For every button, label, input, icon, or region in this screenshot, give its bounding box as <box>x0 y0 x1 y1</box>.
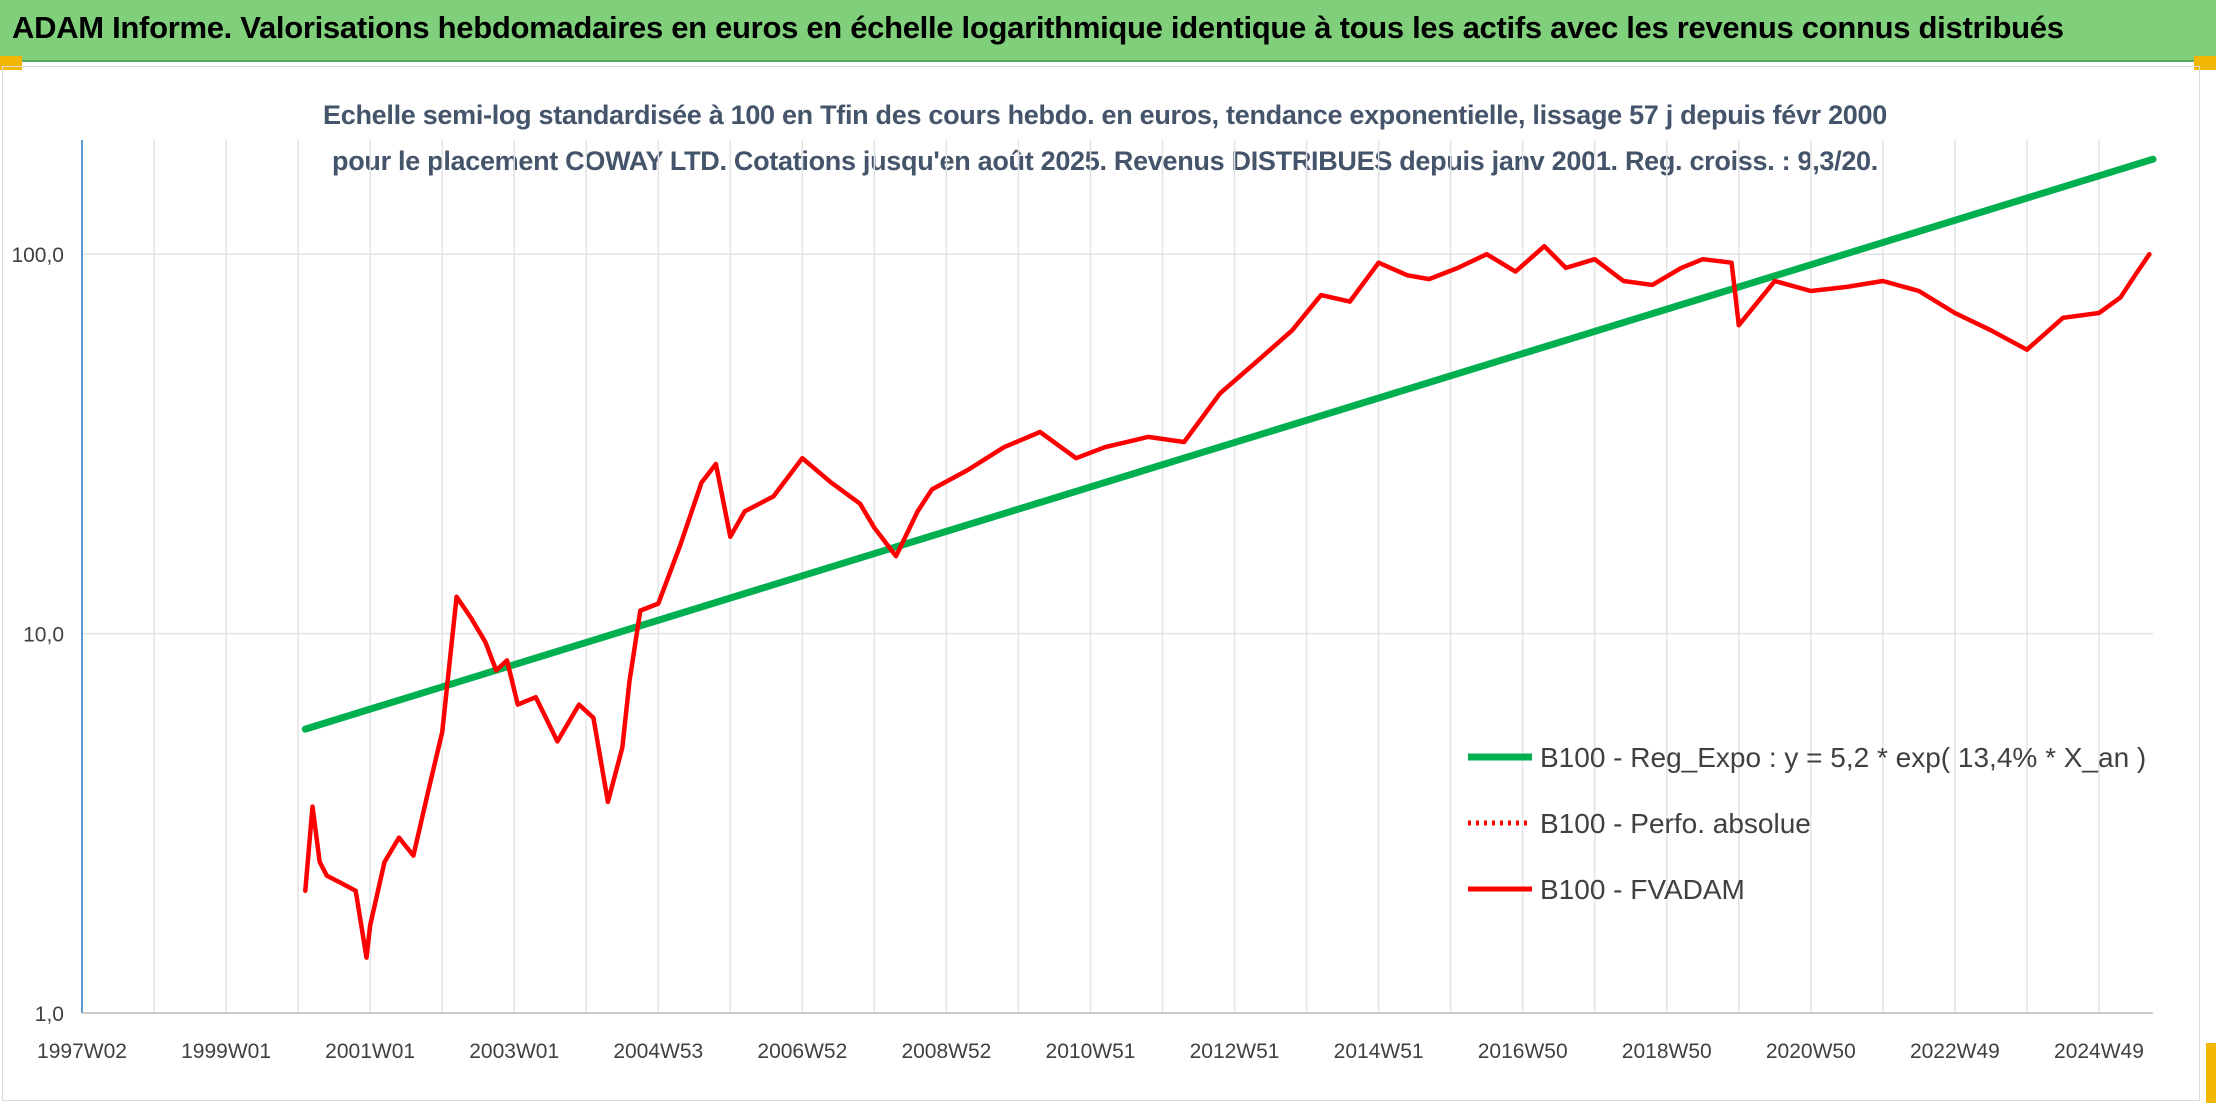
legend: B100 - Reg_Expo : y = 5,2 * exp( 13,4% *… <box>1468 742 2146 905</box>
grid <box>82 140 2153 1014</box>
y-tick-label: 10,0 <box>23 624 64 647</box>
x-tick-label: 2024W49 <box>2054 1040 2144 1063</box>
x-tick-label: 1999W01 <box>181 1040 271 1063</box>
series-line-0 <box>301 155 2157 733</box>
x-tick-label: 2001W01 <box>325 1040 415 1063</box>
x-tick-label: 2018W50 <box>1622 1040 1712 1063</box>
corner-marker-bottom-right <box>2206 1043 2216 1103</box>
legend-label: B100 - FVADAM <box>1540 874 1745 905</box>
x-tick-label: 2008W52 <box>901 1040 991 1063</box>
chart-title: Echelle semi-log standardisée à 100 en T… <box>323 100 1887 176</box>
x-tick-label: 1997W02 <box>37 1040 127 1063</box>
title-banner: ADAM Informe. Valorisations hebdomadaire… <box>0 0 2216 62</box>
axes <box>81 140 2153 1014</box>
legend-label: B100 - Perfo. absolue <box>1540 808 1811 839</box>
x-tick-label: 2006W52 <box>757 1040 847 1063</box>
y-tick-label: 100,0 <box>11 244 64 267</box>
banner-title: ADAM Informe. Valorisations hebdomadaire… <box>12 10 2064 45</box>
x-tick-label: 2020W50 <box>1766 1040 1856 1063</box>
x-tick-label: 2022W49 <box>1910 1040 2000 1063</box>
series-layer <box>301 155 2157 960</box>
x-tick-label: 2004W53 <box>613 1040 703 1063</box>
x-tick-label: 2012W51 <box>1190 1040 1280 1063</box>
x-tick-label: 2016W50 <box>1478 1040 1568 1063</box>
series-line-2 <box>303 243 2152 960</box>
x-axis-ticks: 1997W02 1999W01 2001W01 2003W01 2004W53 2006W… <box>37 1040 2144 1063</box>
y-axis-ticks: 1,0 10,0 100,0 <box>11 244 64 1026</box>
chart-frame <box>2 66 2200 1101</box>
x-tick-label: 2010W51 <box>1046 1040 1136 1063</box>
legend-label: B100 - Reg_Expo : y = 5,2 * exp( 13,4% *… <box>1540 742 2146 773</box>
x-tick-label: 2003W01 <box>469 1040 559 1063</box>
x-tick-label: 2014W51 <box>1334 1040 1424 1063</box>
y-tick-label: 1,0 <box>35 1003 64 1026</box>
